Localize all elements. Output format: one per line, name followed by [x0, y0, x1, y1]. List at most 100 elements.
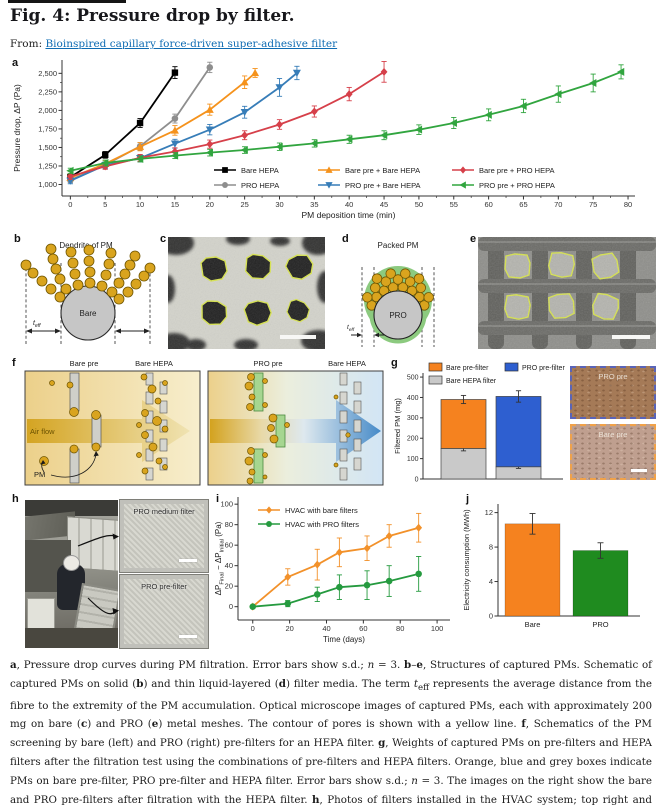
photo-floor [25, 628, 118, 648]
x-tick-label: 60 [484, 200, 492, 209]
y-tick-label: 100 [407, 456, 419, 463]
y-tick-label: 300 [407, 415, 419, 422]
bare-prefilter-photo-label: Bare pre [598, 430, 628, 439]
y-axis-label: ΔPFinal − ΔPInitial (Pa) [214, 521, 225, 595]
y-axis-label: Electricity consumption (MWh) [462, 509, 471, 611]
panel-label-e: e [470, 233, 477, 245]
x-tick-label: 70 [554, 200, 562, 209]
pro-pre-label: PRO pre [253, 359, 282, 368]
pm-pointer-heads [40, 451, 99, 465]
x-axis-label: Time (days) [323, 635, 365, 644]
legend-label: Bare pre + Bare HEPA [345, 166, 420, 175]
panel-label-b: b [14, 233, 21, 245]
y-tick-label: 12 [485, 508, 493, 517]
y-tick-label: 0 [415, 476, 419, 483]
grain-overlay [168, 237, 325, 349]
x-tick-label: 40 [322, 624, 330, 633]
y-tick-label: 2,250 [38, 87, 57, 96]
pro-prefilter-photo: PRO pre [570, 366, 656, 419]
scale-bar [179, 635, 197, 638]
pm-particles-right [244, 373, 351, 485]
electricity-chart: 0 4 8 12 Electricity consumption (MWh) Bare PR… [462, 504, 640, 629]
y-tick-label: 2,000 [38, 106, 57, 115]
grain-overlay [478, 237, 656, 349]
packed-pm-schematic: Packed PM PRO teff [347, 241, 435, 347]
panel-label-a: a [12, 57, 19, 69]
legend-label: Bare pre-filter [446, 365, 489, 372]
x-tick-label: 50 [415, 200, 423, 209]
scale-bar [631, 469, 647, 472]
guide-lines [25, 263, 151, 345]
pm-label: PM [34, 470, 45, 479]
panel-label-f: f [12, 357, 16, 369]
y-tick-label: 400 [407, 395, 419, 402]
source-link[interactable]: Bioinspired capillary force-driven super… [45, 38, 338, 50]
y-tick-label: 80 [225, 520, 233, 529]
panel-label-g: g [391, 357, 398, 369]
x-tick-label: 25 [240, 200, 248, 209]
y-tick-label: 40 [225, 561, 233, 570]
pm-dendrite-particles [20, 243, 156, 305]
x-tick-label: 30 [275, 200, 283, 209]
bar-category-label: Bare [525, 620, 541, 629]
from-label: From: [10, 38, 43, 50]
hvac-installation-photo [25, 500, 118, 648]
pm-particles-left [39, 373, 169, 475]
y-tick-label: 1,250 [38, 161, 57, 170]
screening-schematics: Bare pre Bare HEPA PRO pre Bare HEPA Air… [24, 359, 384, 486]
pro-mesh-micrograph [478, 237, 656, 349]
hvac-panel: PRO medium filter PRO pre-filter [10, 494, 215, 654]
legend-label: PRO pre + PRO HEPA [479, 181, 555, 190]
y-tick-label: 4 [489, 577, 493, 586]
photo-helmet [63, 555, 80, 571]
x-tick-label: 60 [359, 624, 367, 633]
legend-label: Bare HEPA [241, 166, 279, 175]
y-tick-label: 0 [489, 612, 493, 621]
legend-label: PRO HEPA [241, 181, 279, 190]
y-tick-label: 20 [225, 582, 233, 591]
x-tick-label: 80 [624, 200, 632, 209]
y-tick-label: 0 [229, 602, 233, 611]
legend-label: Bare pre + PRO HEPA [479, 166, 555, 175]
teff-arrowheads [357, 332, 379, 338]
figure-title: Fig. 4: Pressure drop by filter. [10, 6, 295, 26]
legend-label: HVAC with bare filters [285, 506, 358, 515]
photo-ceiling [25, 500, 118, 516]
scale-bar [612, 335, 650, 339]
photo-white-box [27, 598, 55, 632]
source-line: From: Bioinspired capillary force-driven… [10, 38, 337, 50]
hepa-slats-right [339, 372, 362, 481]
x-tick-label: 5 [103, 200, 107, 209]
y-axis-label: Filtered PM (mg) [393, 398, 402, 454]
x-tick-label: 55 [450, 200, 458, 209]
bare-mesh-micrograph [168, 237, 325, 349]
pro-fibre-label: PRO [389, 311, 406, 320]
figure-caption: a, Pressure drop curves during PM filtra… [10, 659, 653, 806]
panel-label-d: d [342, 233, 349, 245]
x-tick-label: 75 [589, 200, 597, 209]
bar-category-label: PRO [592, 620, 608, 629]
packed-pm-particles [362, 268, 434, 311]
scale-bar [280, 335, 316, 339]
hvac-pressure-chart: 0 20 40 60 80 100 0 20 40 60 80 100 Time (days) ΔPFin… [214, 497, 450, 644]
legend-label: Bare HEPA filter [446, 378, 497, 385]
x-tick-label: 0 [68, 200, 72, 209]
y-tick-label: 200 [407, 436, 419, 443]
dendrite-schematic: Dendrite of PM teff Bare [20, 241, 156, 345]
bare-fibre-label: Bare [80, 309, 97, 318]
bare-prefilter-photo: Bare pre [570, 424, 656, 480]
panel-label-c: c [160, 233, 167, 245]
x-tick-label: 10 [136, 200, 144, 209]
pro-prefilter-photo-label: PRO pre [598, 372, 628, 381]
pro-prefilter-inset-photo: PRO pre-filter [119, 574, 209, 649]
x-tick-label: 100 [431, 624, 444, 633]
pro-prefilter-slats [253, 372, 286, 484]
top-artifact-bar [8, 0, 126, 3]
panel-label-j: j [466, 493, 470, 505]
legend-label: PRO pre-filter [522, 365, 565, 372]
pro-prefilter-inset-label: PRO pre-filter [141, 582, 187, 591]
filtered-pm-chart: 0 100 200 300 400 500 Filtered PM (mg) Bare pre… [393, 362, 565, 483]
teff-arrowheads [26, 328, 150, 334]
panel-label-h: h [12, 493, 19, 505]
